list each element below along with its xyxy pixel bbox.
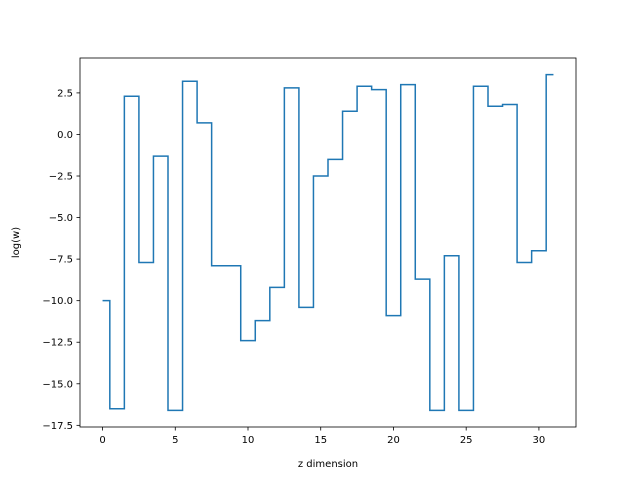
y-tick-label: −5.0 bbox=[49, 213, 73, 224]
y-tick-label: −7.5 bbox=[49, 255, 73, 266]
y-tick-label: 0.0 bbox=[57, 130, 73, 141]
x-tick-label: 5 bbox=[172, 435, 178, 446]
y-axis-ticks: −17.5 −15.0 −12.5 −10.0 −7.5 −5.0 −2.5 0.0 2.5 bbox=[42, 88, 80, 432]
x-tick-label: 0 bbox=[99, 435, 105, 446]
y-tick-label: −10.0 bbox=[42, 296, 73, 307]
y-tick-label: 2.5 bbox=[57, 88, 73, 99]
series-line-0 bbox=[102, 73, 554, 412]
y-tick-label: −2.5 bbox=[49, 172, 73, 183]
y-tick-label: −15.0 bbox=[42, 379, 73, 390]
x-axis-label: z dimension bbox=[298, 459, 358, 470]
plot-layer bbox=[102, 73, 554, 412]
y-tick-label: −12.5 bbox=[42, 338, 73, 349]
y-axis-label: log(w) bbox=[11, 227, 22, 258]
x-tick-label: 10 bbox=[242, 435, 255, 446]
x-axis-ticks: 0 5 10 15 20 25 30 bbox=[99, 427, 545, 446]
x-tick-label: 20 bbox=[387, 435, 400, 446]
x-tick-label: 15 bbox=[314, 435, 327, 446]
y-tick-label: −17.5 bbox=[42, 421, 73, 432]
x-tick-label: 30 bbox=[533, 435, 546, 446]
plot-frame bbox=[79, 57, 577, 428]
x-tick-label: 25 bbox=[460, 435, 473, 446]
